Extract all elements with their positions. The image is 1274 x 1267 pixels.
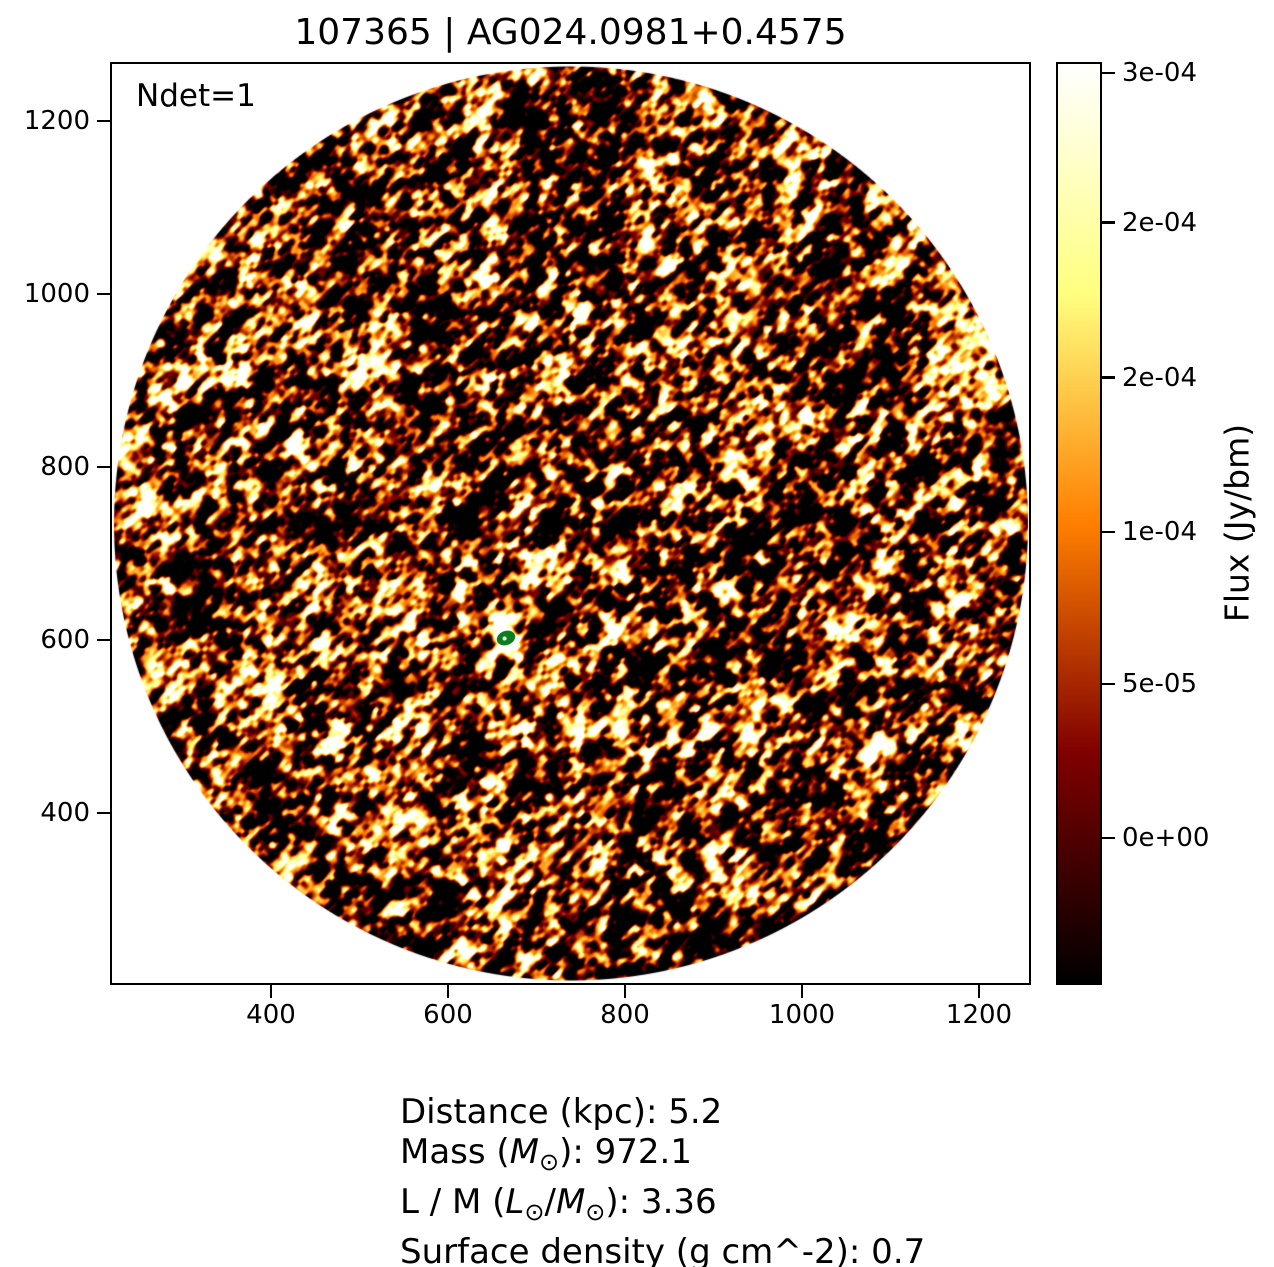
y-axis-tick xyxy=(97,811,110,815)
info-line-segment: / xyxy=(544,1182,556,1222)
x-axis-tick xyxy=(446,985,450,998)
colorbar-tick-label: 1e-04 xyxy=(1122,516,1198,547)
y-axis-tick xyxy=(97,292,110,296)
info-line-segment: ): 3.36 xyxy=(605,1182,717,1222)
x-axis-tick xyxy=(623,985,627,998)
colorbar-tick xyxy=(1102,376,1115,379)
y-axis-tick xyxy=(97,119,110,123)
colorbar-tick-label: 5e-05 xyxy=(1122,669,1198,700)
x-axis-tick-label: 400 xyxy=(246,1000,296,1030)
info-line: Distance (kpc): 5.2 xyxy=(400,1092,925,1132)
colorbar-tick-label: 0e+00 xyxy=(1122,823,1210,854)
info-line-segment: Mass ( xyxy=(400,1132,510,1172)
info-line-segment: L xyxy=(505,1182,525,1222)
x-axis-tick xyxy=(269,985,273,998)
source-info-block: Distance (kpc): 5.2 Mass (M⊙): 972.1 L / M… xyxy=(400,1092,925,1267)
info-line-segment: ): 972.1 xyxy=(559,1132,692,1172)
info-line-segment: Distance (kpc): 5.2 xyxy=(400,1092,723,1132)
plot-axes xyxy=(110,62,1031,985)
colorbar-tick xyxy=(1102,530,1115,534)
ndet-annotation: Ndet=1 xyxy=(136,78,256,114)
info-line-segment: M xyxy=(509,1132,540,1172)
colorbar-tick xyxy=(1102,221,1115,224)
chart-title: 107365 | AG024.0981+0.4575 xyxy=(294,12,847,53)
info-line: L / M (L⊙/M⊙): 3.36 xyxy=(400,1182,925,1232)
y-axis-tick xyxy=(97,465,110,469)
info-line: Surface density (g cm^-2): 0.7 xyxy=(400,1232,925,1267)
colorbar xyxy=(1056,62,1102,985)
info-line-segment: ⊙ xyxy=(585,1198,606,1226)
x-axis-tick-label: 600 xyxy=(423,1000,473,1030)
colorbar-tick-label: 2e-04 xyxy=(1122,362,1198,393)
colorbar-axis-label: Flux (Jy/bm) xyxy=(1217,423,1257,623)
x-axis-tick-label: 800 xyxy=(600,1000,650,1030)
colorbar-gradient xyxy=(1058,64,1100,983)
y-axis-tick-label: 1200 xyxy=(23,106,90,136)
info-line-segment: Surface density (g cm^-2): 0.7 xyxy=(400,1232,926,1267)
info-line-segment: ⊙ xyxy=(539,1148,560,1176)
y-axis-tick xyxy=(97,638,110,642)
colorbar-tick xyxy=(1102,836,1115,840)
info-line-segment: ⊙ xyxy=(524,1198,545,1226)
y-axis-tick-label: 1000 xyxy=(23,279,90,309)
y-axis-tick-label: 400 xyxy=(40,798,90,828)
y-axis-tick-label: 800 xyxy=(40,452,90,482)
colorbar-tick xyxy=(1102,71,1115,75)
info-line: Mass (M⊙): 972.1 xyxy=(400,1132,925,1182)
x-axis-tick-label: 1200 xyxy=(945,1000,1013,1030)
sky-map-canvas xyxy=(112,64,1029,983)
x-axis-tick-label: 1000 xyxy=(768,1000,836,1030)
x-axis-tick xyxy=(977,985,981,998)
colorbar-tick xyxy=(1102,682,1115,686)
colorbar-tick-label: 3e-04 xyxy=(1122,58,1198,89)
colorbar-tick-label: 2e-04 xyxy=(1122,207,1198,238)
x-axis-tick xyxy=(800,985,804,998)
y-axis-tick-label: 600 xyxy=(40,625,90,655)
info-line-segment: M xyxy=(555,1182,586,1222)
info-line-segment: L / M ( xyxy=(400,1182,506,1222)
source-marker-center-dot xyxy=(502,636,508,642)
